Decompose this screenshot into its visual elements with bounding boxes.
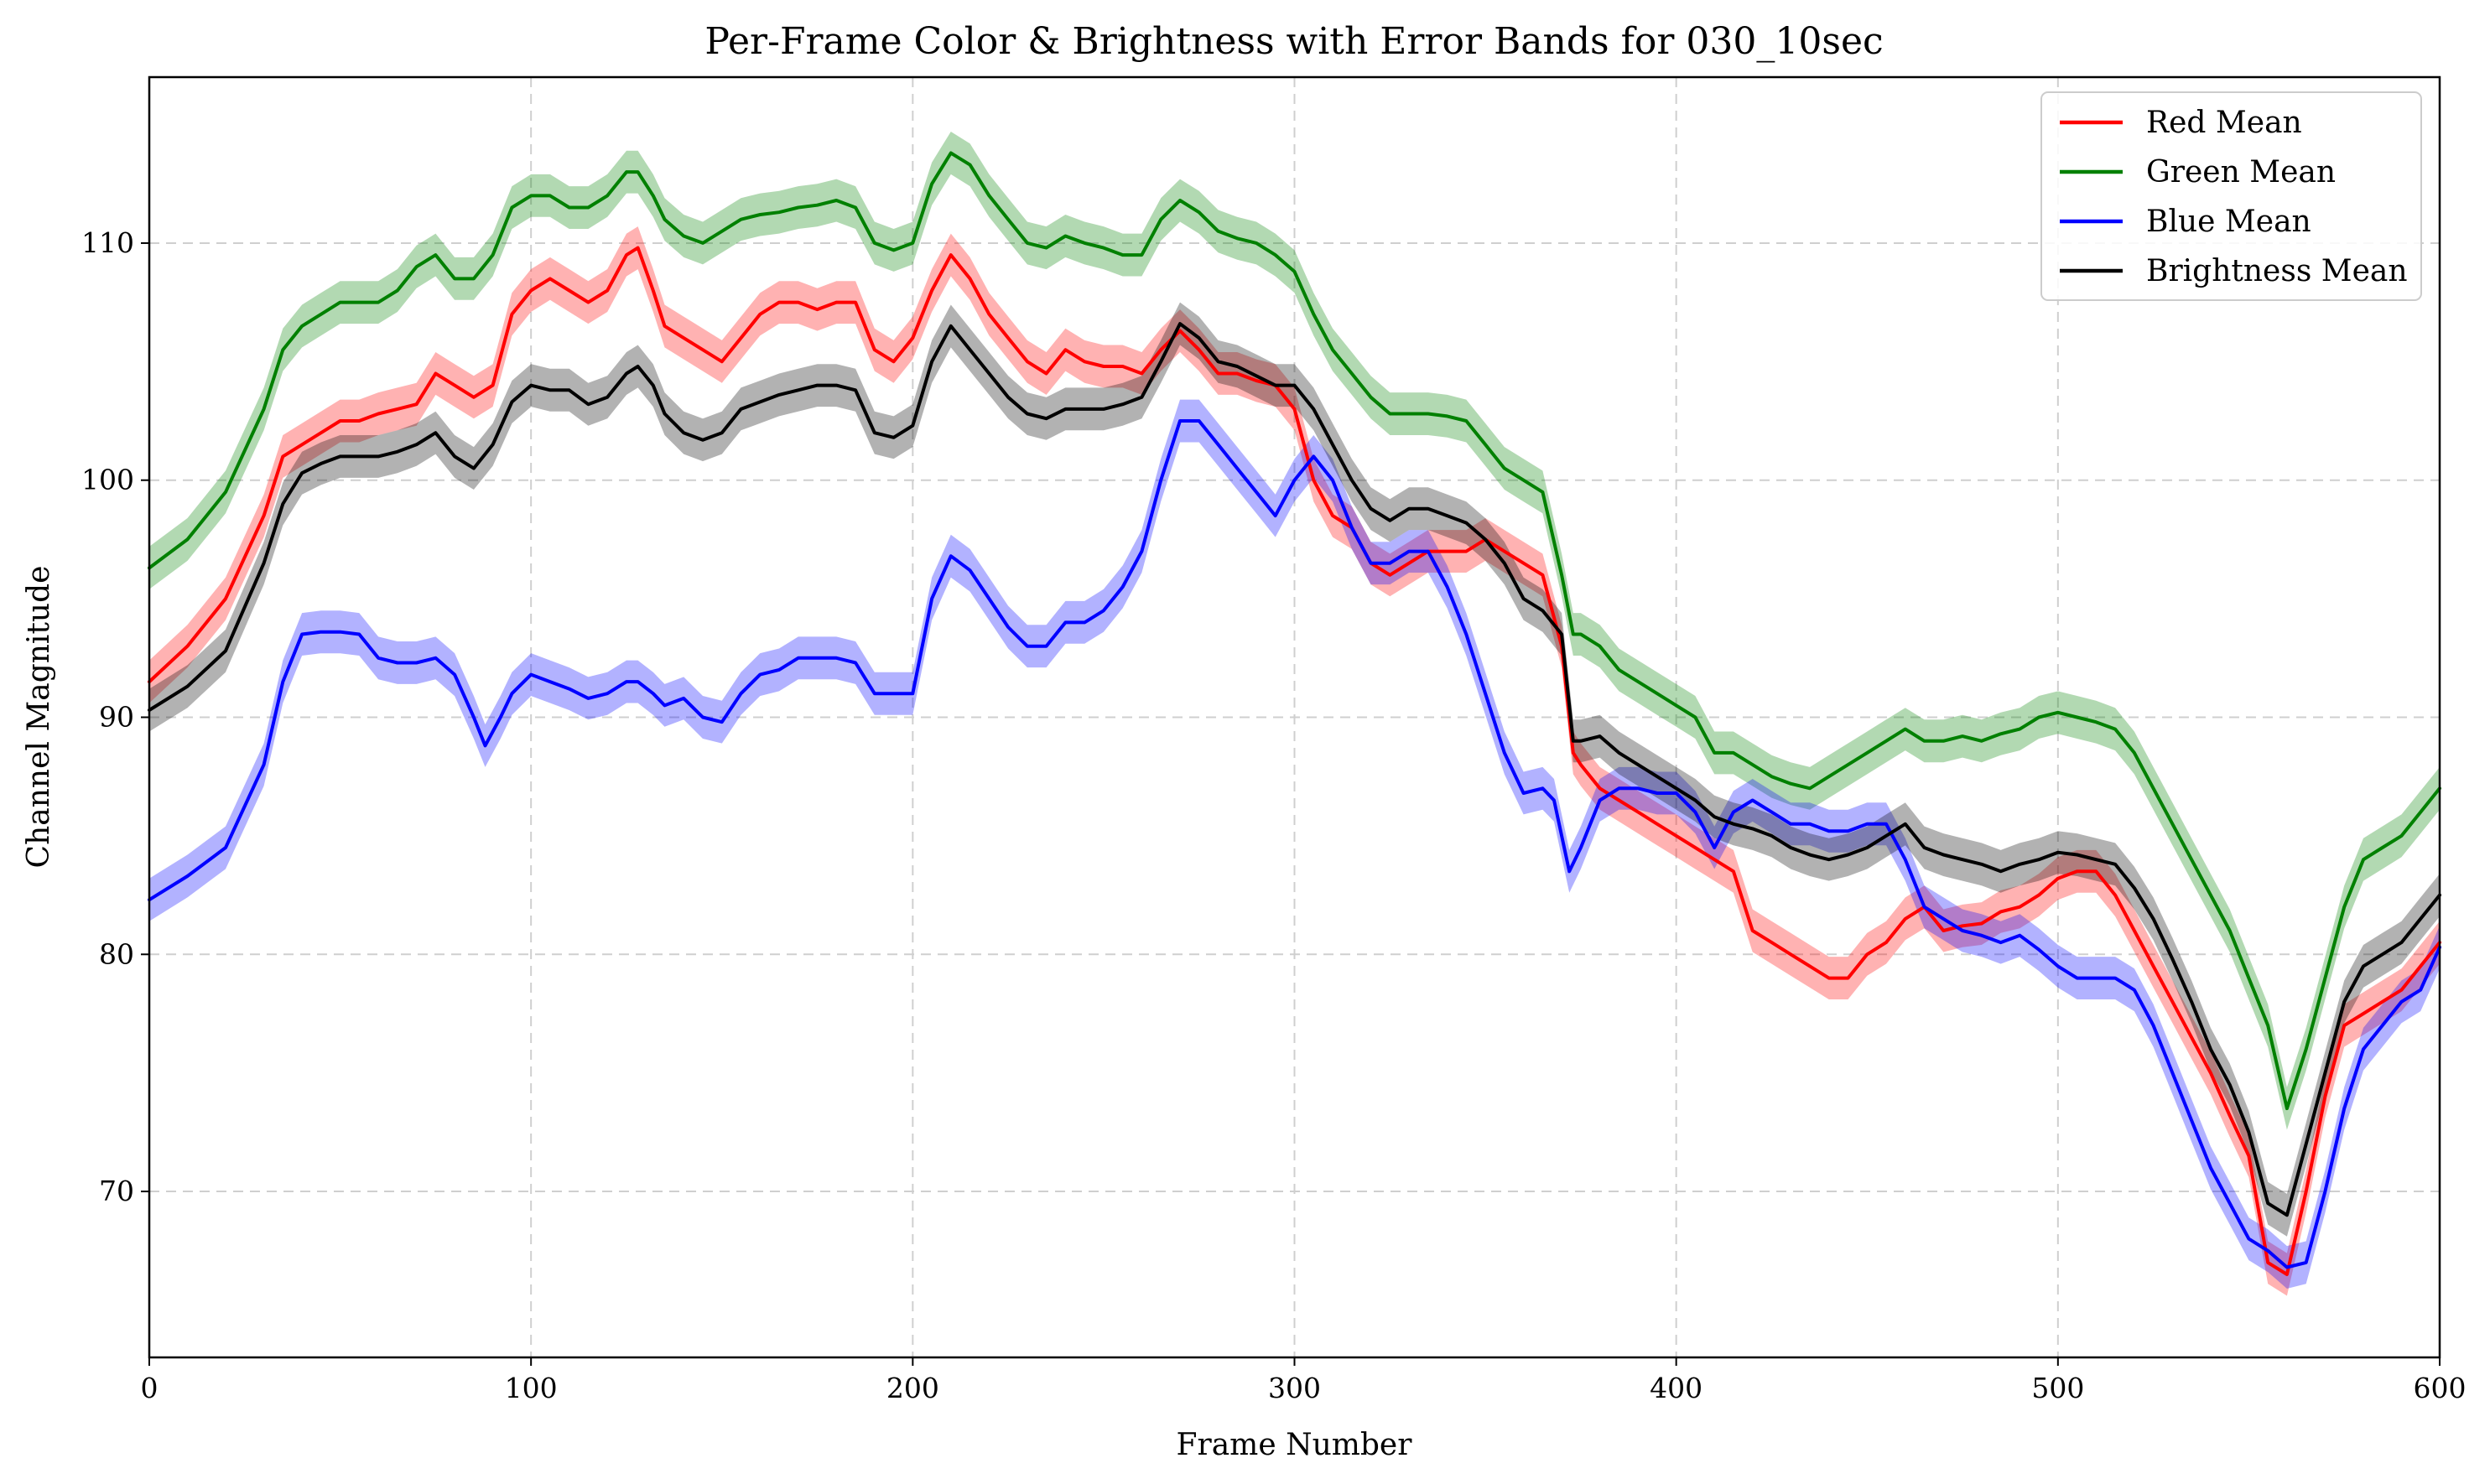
x-tick-label: 0	[141, 1372, 159, 1404]
chart-title: Per-Frame Color & Brightness with Error …	[704, 20, 1883, 63]
legend-label: Green Mean	[2146, 155, 2336, 189]
x-axis-label: Frame Number	[1177, 1428, 1413, 1462]
legend-box	[2040, 91, 2422, 301]
series-line-0	[148, 246, 2441, 1276]
series-line-2	[148, 419, 2441, 1269]
legend-label: Brightness Mean	[2146, 254, 2408, 288]
legend: Red Mean Green Mean Blue Mean Brightness Me…	[2040, 91, 2422, 301]
x-tick-label: 100	[505, 1372, 558, 1404]
axis-ticks: 0 100 200 300 400 500 600 70 80 90 100 110	[81, 226, 2467, 1404]
y-tick-label: 80	[99, 937, 134, 970]
y-tick-label: 110	[81, 226, 134, 259]
x-tick-label: 500	[2031, 1372, 2084, 1404]
y-axis-label: Channel Magnitude	[22, 566, 56, 869]
series-line-1	[148, 151, 2441, 1111]
legend-label: Blue Mean	[2146, 205, 2311, 239]
y-tick-label: 100	[81, 464, 134, 496]
x-tick-label: 300	[1268, 1372, 1321, 1404]
x-tick-label: 200	[886, 1372, 939, 1404]
x-tick-label: 600	[2414, 1372, 2467, 1404]
series-lines	[148, 151, 2441, 1276]
x-tick-label: 400	[1650, 1372, 1702, 1404]
y-tick-label: 70	[99, 1175, 134, 1207]
legend-label: Red Mean	[2146, 106, 2302, 140]
y-tick-label: 90	[99, 701, 134, 734]
series-line-3	[148, 322, 2441, 1217]
